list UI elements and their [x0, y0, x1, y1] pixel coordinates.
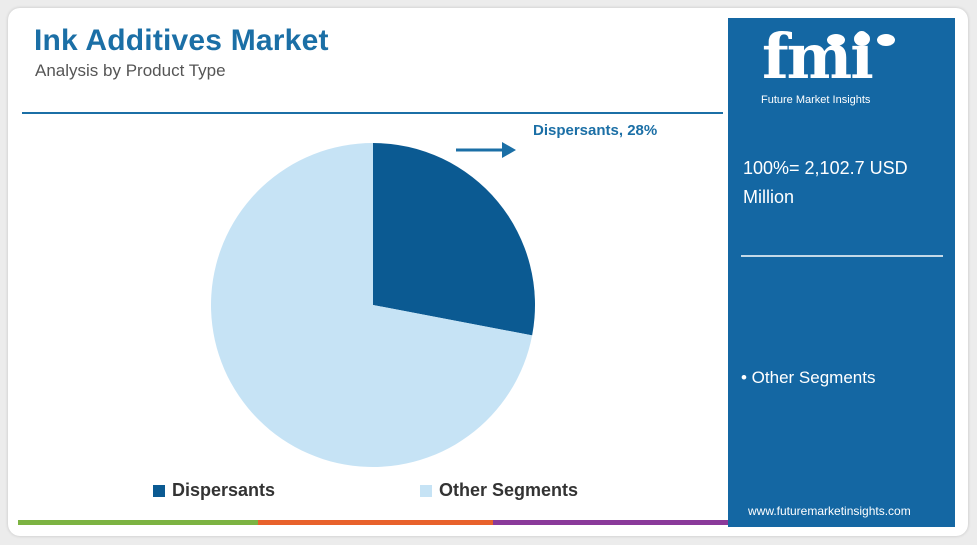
chart-title: Ink Additives Market: [34, 24, 329, 57]
panel-divider: [741, 255, 943, 257]
logo-tagline: Future Market Insights: [761, 94, 871, 106]
website-url: www.futuremarketinsights.com: [748, 504, 911, 518]
pie-chart: [211, 143, 535, 468]
title-divider: [22, 112, 723, 114]
right-arrow-icon: [456, 142, 516, 158]
legend-swatch: [153, 484, 165, 497]
legend-item-other-segments: Other Segments: [420, 480, 578, 501]
chart-subtitle: Analysis by Product Type: [35, 61, 226, 80]
fmi-logo: fmi Future Market Insights: [758, 20, 928, 118]
panel-segment-label: • Other Segments: [741, 368, 876, 387]
legend-swatch: [420, 484, 432, 497]
legend-label: Dispersants: [172, 480, 276, 500]
bottom-color-stripe: [18, 520, 728, 525]
chart-card: Ink Additives Market Analysis by Product…: [8, 8, 968, 536]
logo-decoration: [827, 32, 895, 46]
side-panel: fmi Future Market Insights 100%= 2,102.7…: [728, 18, 955, 527]
pie-slice-other-segments: [211, 143, 533, 468]
logo-text: fmi: [762, 20, 874, 93]
total-market-value: 100%= 2,102.7 USD Million: [743, 158, 908, 207]
callout-label-dispersants: Dispersants, 28%: [533, 122, 658, 139]
legend-label: Other Segments: [439, 480, 579, 500]
pie-slice-dispersants: [373, 143, 535, 336]
legend-item-dispersants: Dispersants: [153, 480, 275, 501]
